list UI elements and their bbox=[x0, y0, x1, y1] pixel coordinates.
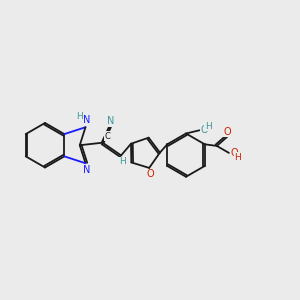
Text: H: H bbox=[205, 122, 211, 131]
Text: O: O bbox=[146, 169, 154, 179]
Text: N: N bbox=[83, 165, 91, 175]
Text: H: H bbox=[76, 112, 83, 121]
Text: H: H bbox=[119, 157, 125, 166]
Text: O: O bbox=[201, 125, 208, 135]
Text: O: O bbox=[230, 148, 238, 158]
Text: N: N bbox=[107, 116, 115, 126]
Text: N: N bbox=[83, 115, 90, 125]
Text: H: H bbox=[234, 153, 241, 162]
Text: C: C bbox=[104, 132, 110, 141]
Text: O: O bbox=[224, 127, 232, 136]
